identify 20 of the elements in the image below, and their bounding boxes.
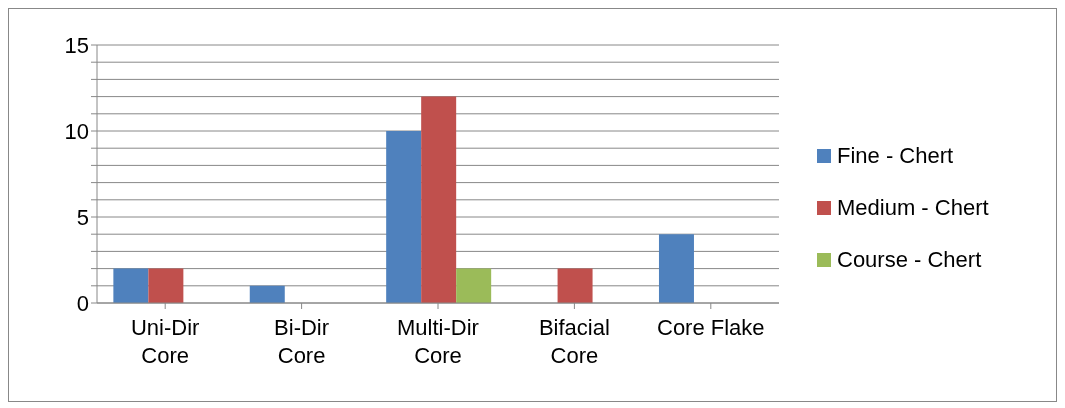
legend-label: Fine - Chert	[837, 143, 954, 169]
bar	[113, 268, 149, 303]
bar	[148, 268, 184, 303]
y-tick-label: 15	[64, 32, 89, 58]
y-tick-label: 0	[76, 290, 89, 316]
x-tick-label: Bi-Dir Core	[274, 315, 330, 368]
x-tick-label: Bifacial Core	[538, 315, 610, 368]
bar	[386, 131, 422, 303]
legend-label: Course - Chert	[837, 247, 982, 273]
y-tick-label: 5	[76, 204, 89, 230]
legend-label: Medium - Chert	[837, 195, 989, 221]
x-tick-label: Multi-Dir Core	[397, 315, 479, 368]
y-tick-label: 10	[64, 118, 89, 144]
bar	[658, 234, 694, 303]
bar	[456, 268, 492, 303]
x-tick-label: Uni-Dir Core	[130, 315, 200, 368]
bar	[557, 268, 593, 303]
bar	[421, 96, 457, 303]
bar	[249, 285, 285, 303]
x-tick-label: Core Flake	[657, 315, 765, 340]
